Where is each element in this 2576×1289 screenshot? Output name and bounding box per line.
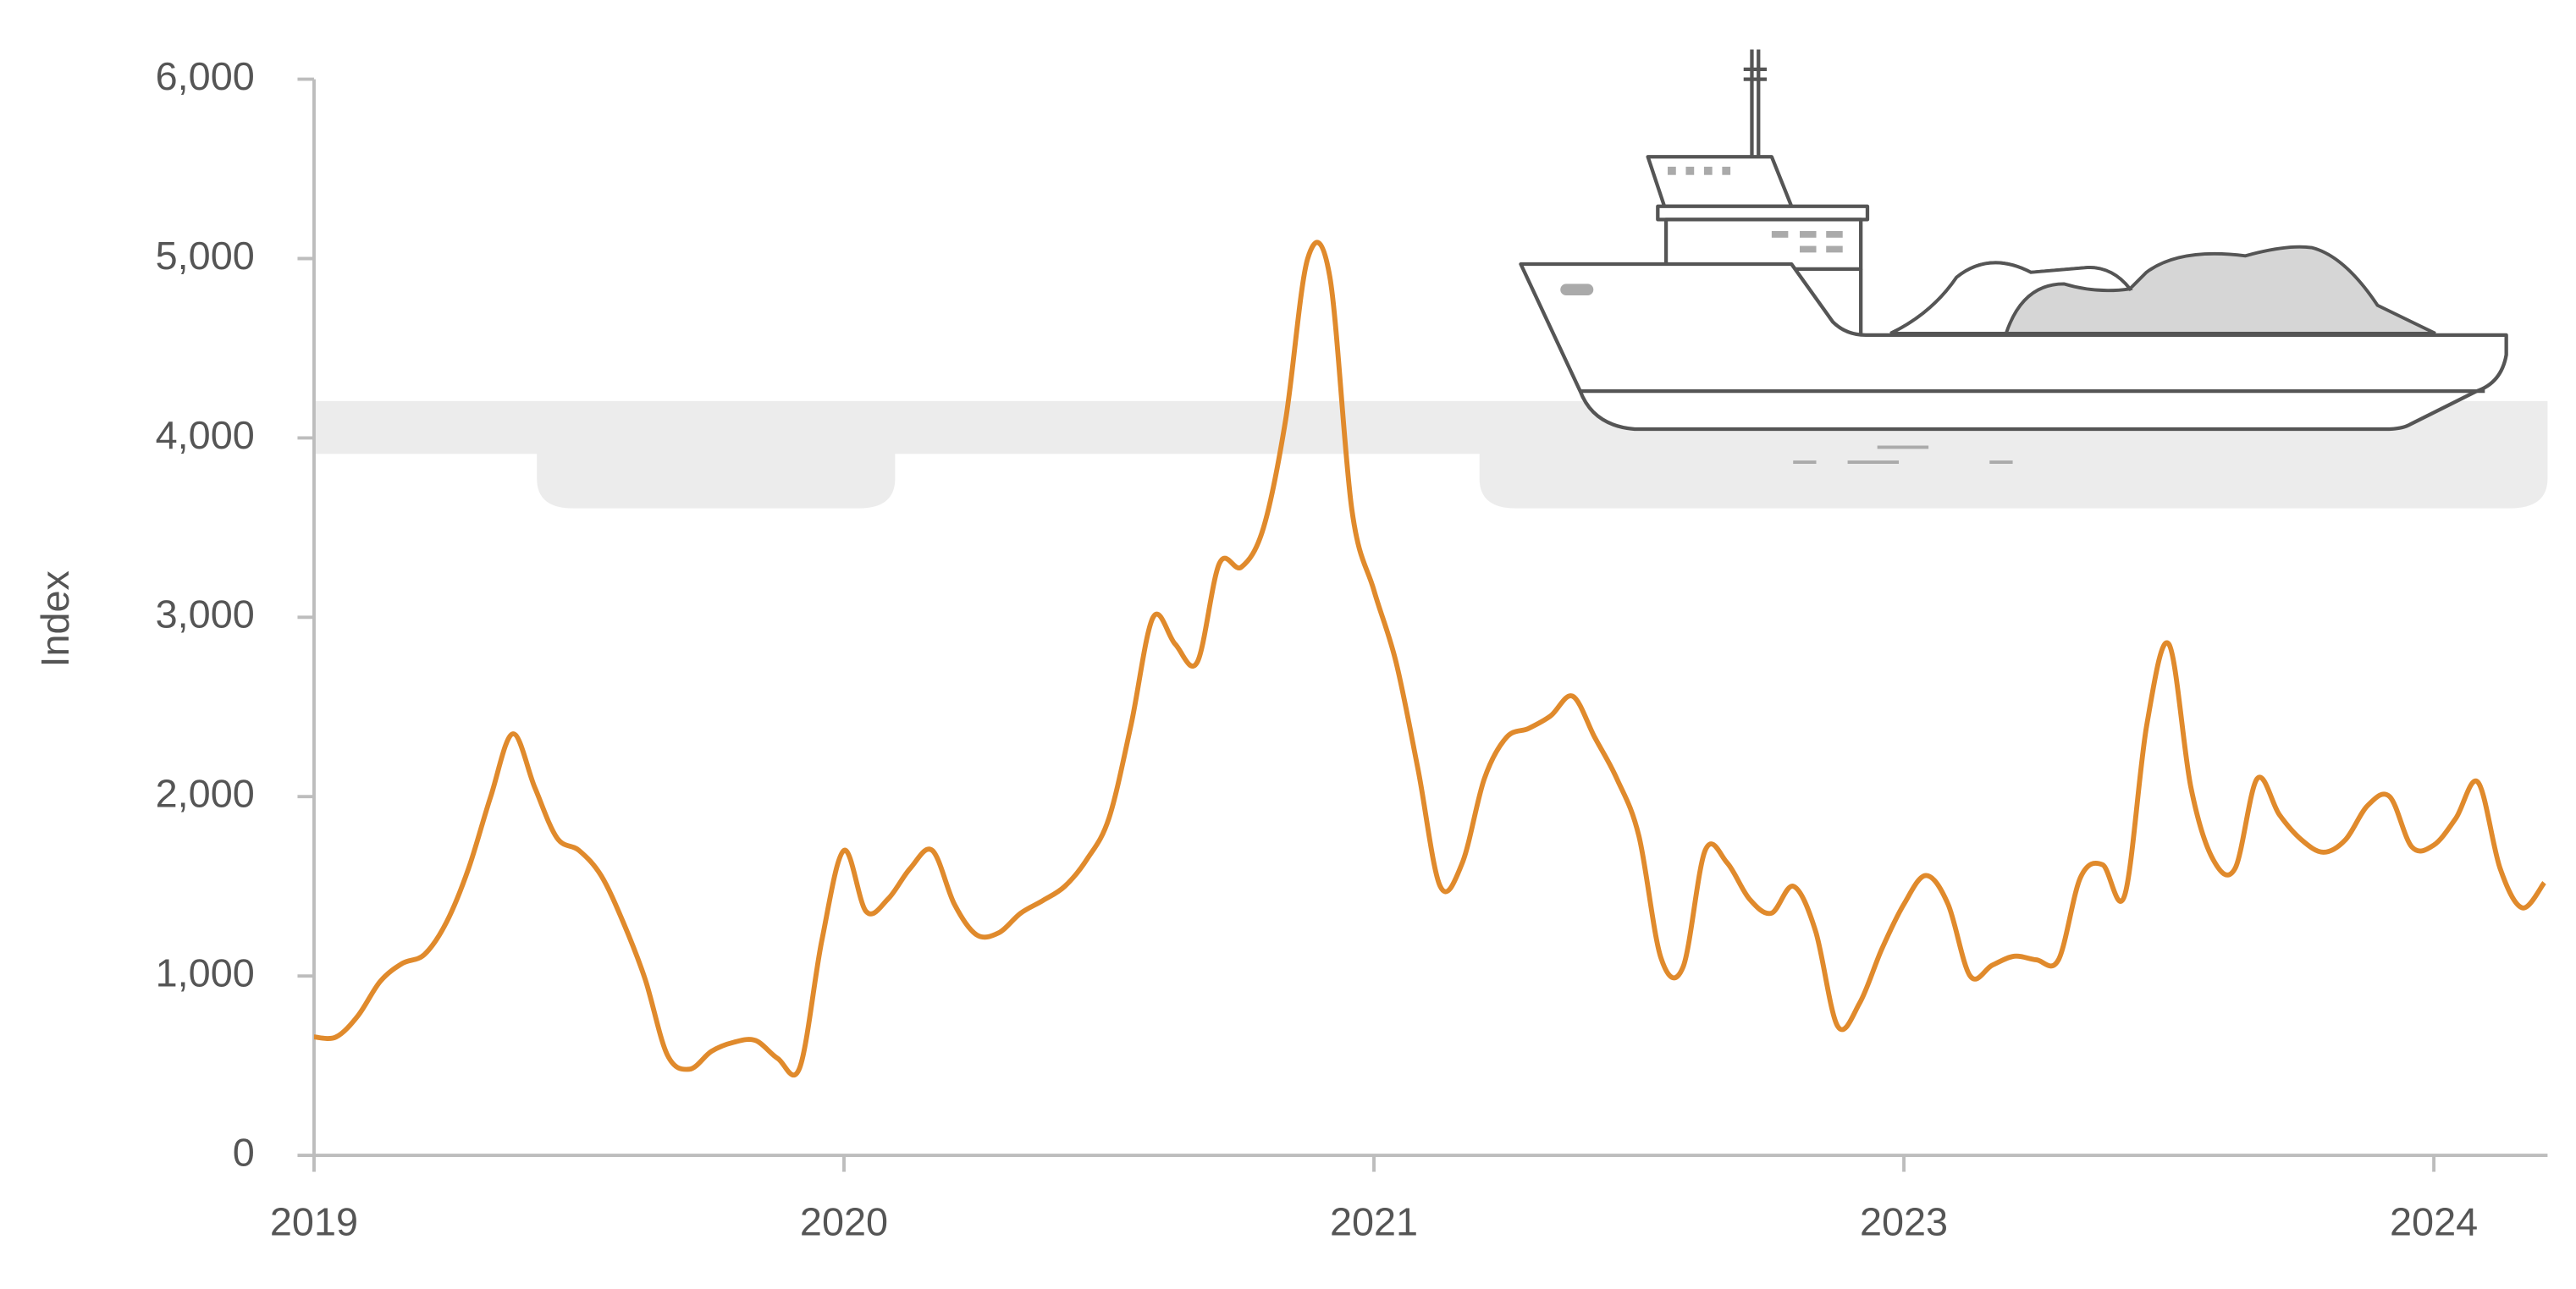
y-tick-label: 2,000 xyxy=(156,772,255,816)
ripples xyxy=(1793,445,2013,464)
x-tick-label: 2021 xyxy=(1330,1199,1418,1243)
y-tick-label: 3,000 xyxy=(156,592,255,636)
y-tick-label: 6,000 xyxy=(156,54,255,98)
bridge xyxy=(1646,155,1794,208)
x-tick-label: 2023 xyxy=(1860,1199,1948,1243)
deck xyxy=(1656,204,1870,222)
y-tick-label: 0 xyxy=(233,1130,255,1174)
hull xyxy=(1519,262,2508,432)
y-tick-label: 4,000 xyxy=(156,413,255,457)
y-tick-label: 1,000 xyxy=(156,950,255,994)
y-tick-label: 5,000 xyxy=(156,234,255,278)
porthole xyxy=(1560,284,1594,296)
x-tick-label: 2020 xyxy=(800,1199,888,1243)
x-tick-label: 2019 xyxy=(270,1199,358,1243)
y-axis-label: Index xyxy=(33,570,77,667)
data-line xyxy=(313,240,2546,1077)
x-tick-label: 2024 xyxy=(2390,1199,2478,1243)
ship-illustration xyxy=(313,49,2548,509)
cabin xyxy=(1663,218,1863,272)
windows xyxy=(1668,166,1843,253)
cargo xyxy=(1889,261,2133,335)
